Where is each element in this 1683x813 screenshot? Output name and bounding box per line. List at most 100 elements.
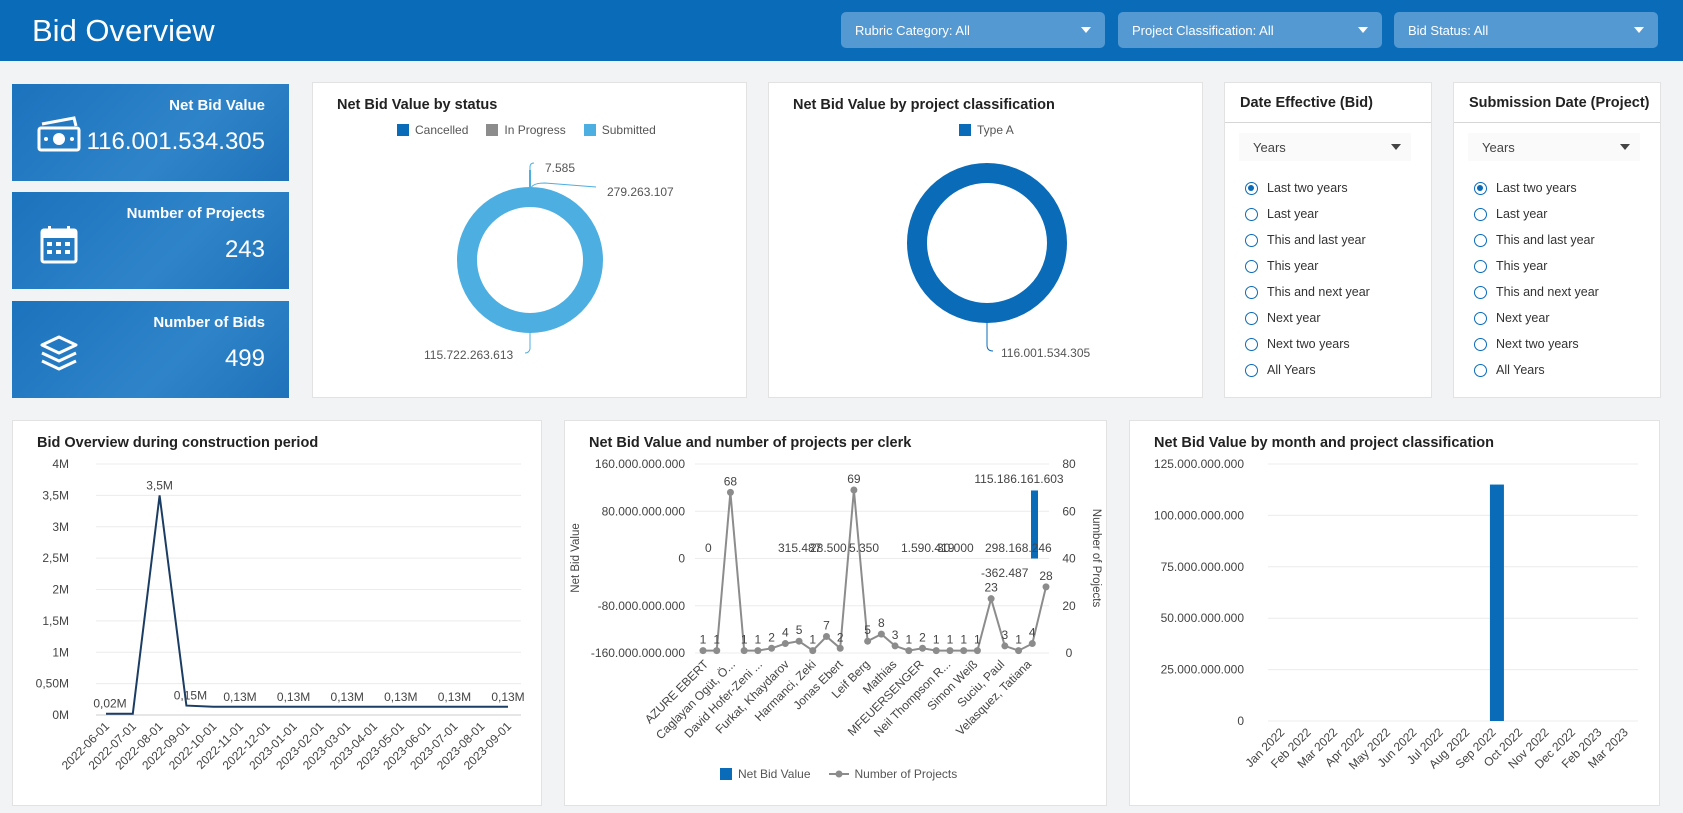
radio-option[interactable]: This and last year <box>1245 227 1370 253</box>
y-tick-label: 2M <box>52 583 69 597</box>
value-label: 5.350 <box>849 541 879 555</box>
projects-point-label: 1 <box>713 633 720 647</box>
legend-item-type-a[interactable]: Type A <box>959 123 1014 137</box>
status-chart-card: Net Bid Value by status Cancelled In Pro… <box>312 82 747 398</box>
radio-option[interactable]: This and next year <box>1474 279 1599 305</box>
chart-title: Net Bid Value and number of projects per… <box>589 435 912 451</box>
value-label: -362.487 <box>981 566 1029 580</box>
y-right-tick-label: 0 <box>1066 646 1073 660</box>
radio-option[interactable]: Last year <box>1245 201 1370 227</box>
bid-status-filter[interactable]: Bid Status: All <box>1394 12 1658 48</box>
clerk-chart-card: Net Bid Value and number of projects per… <box>564 420 1107 806</box>
projects-point <box>740 647 748 655</box>
radio-option[interactable]: This year <box>1245 253 1370 279</box>
radio-option[interactable]: All Years <box>1245 357 1370 383</box>
slice-label-submitted: 115.722.263.613 <box>424 348 514 362</box>
rubric-category-filter[interactable]: Rubric Category: All <box>841 12 1105 48</box>
period-radio-list: Last two years Last year This and last y… <box>1245 175 1370 383</box>
y-tick-label: 0M <box>52 708 69 722</box>
projects-point <box>850 486 858 494</box>
y-tick-label: 3,5M <box>42 488 69 502</box>
month-bar <box>1489 484 1504 721</box>
projects-point <box>726 488 734 496</box>
chart-legend: Net Bid Value Number of Projects <box>720 767 957 781</box>
y-left-tick-label: -80.000.000.000 <box>598 599 686 613</box>
series-line <box>106 495 508 715</box>
point-label: 0,15M <box>174 689 207 703</box>
radio-icon <box>1474 259 1487 273</box>
legend-item-number-of-projects[interactable]: Number of Projects <box>828 767 957 781</box>
legend-item-cancelled[interactable]: Cancelled <box>397 123 468 137</box>
radio-option[interactable]: Last two years <box>1474 175 1599 201</box>
kpi-number-of-projects: Number of Projects 243 <box>12 192 289 289</box>
point-label: 0,13M <box>277 690 310 704</box>
point-label: 3,5M <box>146 478 173 492</box>
period-select[interactable]: Years <box>1468 133 1640 161</box>
chevron-down-icon <box>1358 27 1368 33</box>
projects-point <box>836 644 844 652</box>
calendar-icon <box>40 226 78 264</box>
y-tick-label: 125.000.000.000 <box>1154 457 1244 471</box>
construction-line-chart: 4M3,5M3M2,5M2M1,5M1M0,50M0M2022-06-01202… <box>36 457 525 773</box>
legend-item-submitted[interactable]: Submitted <box>583 123 656 137</box>
projects-point <box>699 647 707 655</box>
panel-title: Submission Date (Project) <box>1454 83 1660 123</box>
radio-option[interactable]: Next two years <box>1474 331 1599 357</box>
y-tick-label: 2,5M <box>42 551 69 565</box>
point-label: 0,13M <box>223 690 256 704</box>
projects-point-label: 1 <box>809 633 816 647</box>
radio-option[interactable]: Last year <box>1474 201 1599 227</box>
kpi-value: 243 <box>224 236 265 263</box>
kpi-label: Net Bid Value <box>169 97 265 114</box>
page-title: Bid Overview <box>32 13 215 48</box>
rubric-category-filter-label: Rubric Category: All <box>855 23 970 38</box>
radio-option[interactable]: Next year <box>1245 305 1370 331</box>
point-label: 0,13M <box>438 690 471 704</box>
line-marker-icon <box>828 770 849 778</box>
y-tick-label: 1,5M <box>42 614 69 628</box>
point-label: 0,13M <box>384 690 417 704</box>
projects-point-label: 1 <box>947 633 954 647</box>
projects-point <box>891 642 899 650</box>
chart-legend: Type A <box>959 123 1014 137</box>
projects-point-label: 3 <box>892 628 899 642</box>
projects-point <box>1028 640 1036 648</box>
y-right-axis-label: Number of Projects <box>1090 509 1102 608</box>
point-label: 0,13M <box>331 690 364 704</box>
radio-option[interactable]: All Years <box>1474 357 1599 383</box>
projects-point <box>905 647 913 655</box>
period-select-value: Years <box>1253 140 1286 155</box>
projects-point-label: 4 <box>1029 626 1036 640</box>
donut-slice-submitted[interactable] <box>457 187 603 333</box>
radio-icon <box>1245 181 1258 195</box>
kpi-label: Number of Bids <box>153 314 265 331</box>
projects-point <box>987 595 995 603</box>
chart-title: Bid Overview during construction period <box>37 435 319 451</box>
month-chart-card: Net Bid Value by month and project class… <box>1129 420 1660 806</box>
project-classification-filter[interactable]: Project Classification: All <box>1118 12 1382 48</box>
radio-option[interactable]: Next year <box>1474 305 1599 331</box>
legend-item-in-progress[interactable]: In Progress <box>486 123 566 137</box>
radio-option[interactable]: Next two years <box>1245 331 1370 357</box>
radio-option[interactable]: This year <box>1474 253 1599 279</box>
radio-option[interactable]: This and next year <box>1245 279 1370 305</box>
donut-slice-type-a[interactable] <box>907 163 1067 323</box>
y-left-tick-label: 80.000.000.000 <box>602 504 686 518</box>
y-tick-label: 1M <box>52 645 69 659</box>
projects-point-label: 1 <box>741 633 748 647</box>
projects-point <box>1015 647 1023 655</box>
legend-item-net-bid-value[interactable]: Net Bid Value <box>720 767 811 781</box>
radio-option[interactable]: This and last year <box>1474 227 1599 253</box>
radio-icon <box>1245 259 1258 273</box>
projects-point-label: 23 <box>984 581 998 595</box>
kpi-label: Number of Projects <box>126 205 265 222</box>
projects-point-label: 1 <box>905 633 912 647</box>
radio-option[interactable]: Last two years <box>1245 175 1370 201</box>
y-right-tick-label: 60 <box>1062 504 1076 518</box>
value-label: 315.487 <box>778 541 822 555</box>
net-bid-value-bar <box>1031 490 1038 559</box>
slice-label-in-progress: 279.263.107 <box>607 185 674 199</box>
period-select[interactable]: Years <box>1239 133 1411 161</box>
y-left-axis-label: Net Bid Value <box>570 523 582 592</box>
projects-point-label: 2 <box>919 630 926 644</box>
